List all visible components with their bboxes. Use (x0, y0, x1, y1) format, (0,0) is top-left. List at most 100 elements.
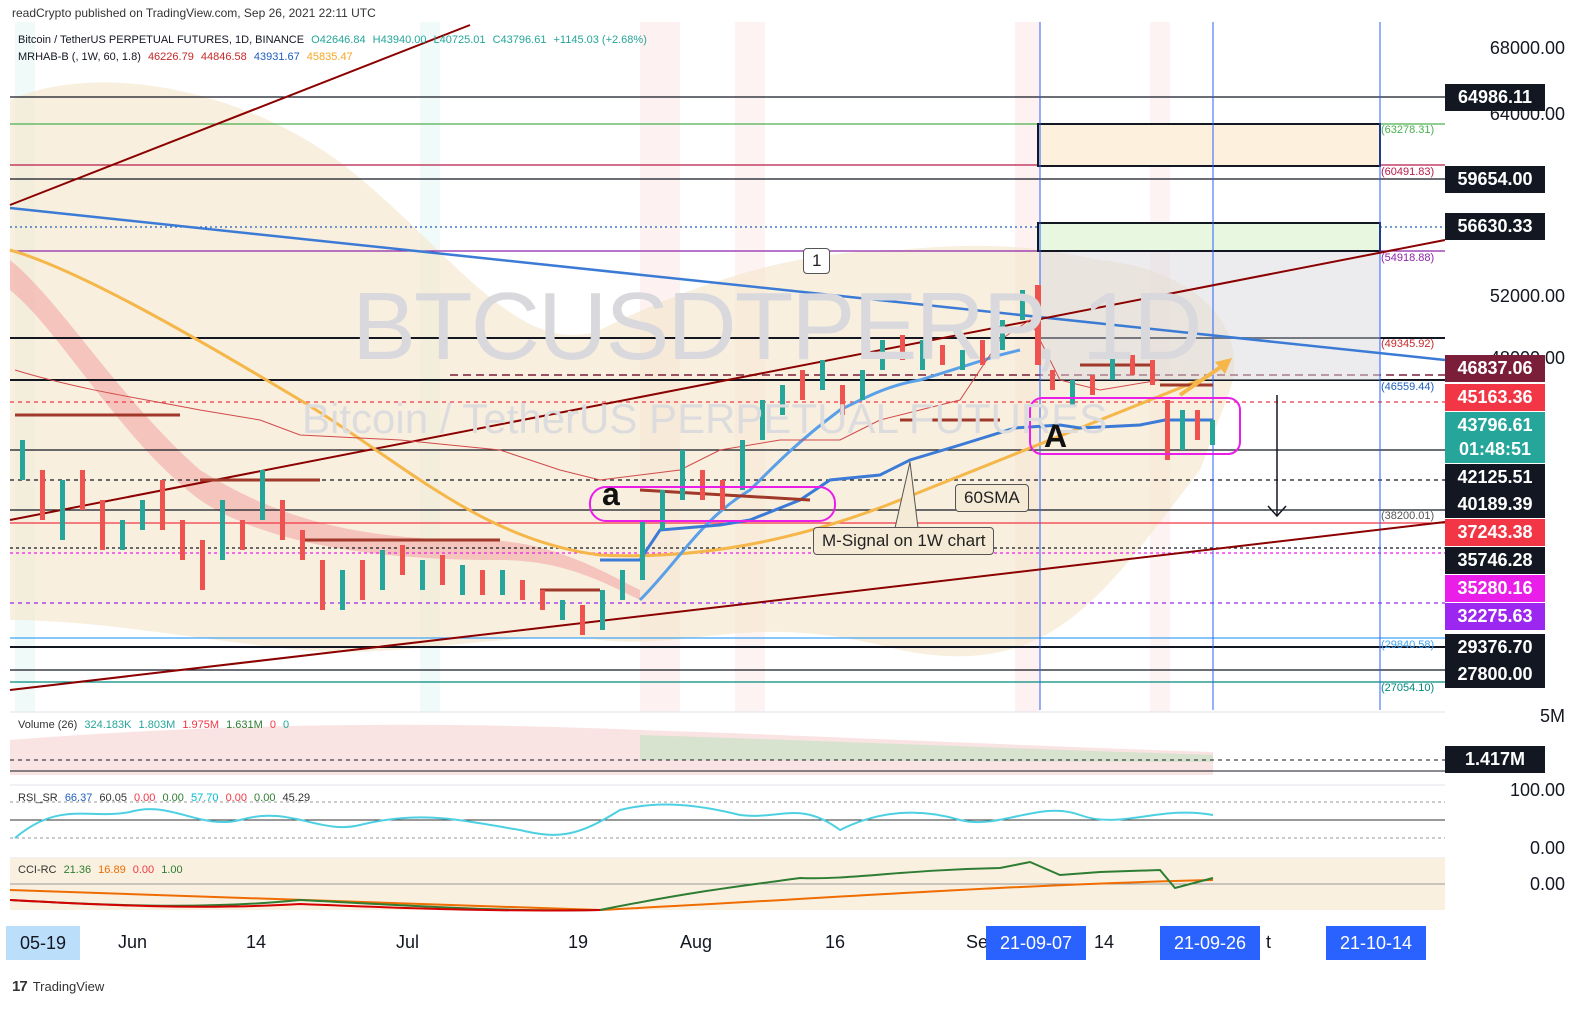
highlight-a (589, 486, 836, 522)
trendline-rising-red (9, 239, 1446, 521)
price-tick: 52000.00 (1489, 286, 1565, 306)
rsi-v6: 0.00 (225, 792, 247, 804)
volume-v5: 0 (269, 719, 276, 731)
change-value: +1145.03 (+2.68%) (553, 34, 647, 46)
time-label: Se (966, 932, 989, 952)
volume-v3: 1.975M (182, 719, 220, 731)
indicator-v2: 44846.58 (200, 51, 247, 63)
time-highlight: 21-10-14 (1326, 926, 1427, 960)
trendline-upper-red (9, 24, 471, 206)
callout-1: 1 (803, 248, 831, 274)
brand-name: TradingView (32, 979, 105, 994)
level-label: (46559.44) (1381, 381, 1435, 393)
trendline-bottom-red (9, 521, 1446, 691)
symbol-name[interactable]: Bitcoin / TetherUS PERPETUAL FUTURES, 1D… (18, 34, 305, 46)
volume-pane (10, 724, 1445, 775)
price-badge: 29376.70 (1445, 634, 1545, 661)
target-box-lower (1037, 222, 1381, 252)
rsi-pane (10, 800, 1445, 850)
volume-axis-tick: 5M (1539, 706, 1565, 726)
footer-brand[interactable]: 17 TradingView (12, 978, 104, 995)
cci-legend: CCI-RC 21.36 16.89 0.00 1.00 (18, 864, 187, 876)
volume-badge: 1.417M (1445, 746, 1545, 773)
red-band (10, 260, 640, 600)
sma-note: 60SMA (955, 484, 1029, 512)
level-label: (29840.58) (1381, 639, 1435, 651)
cci-v4: 1.00 (161, 864, 183, 876)
price-tick: 68000.00 (1489, 38, 1565, 58)
indicator-v3: 43931.67 (253, 51, 300, 63)
cci-v2: 16.89 (98, 864, 126, 876)
grey-zone (1040, 252, 1380, 380)
candlestick-series (20, 285, 1215, 635)
price-badge: 59654.00 (1445, 166, 1545, 193)
level-label: (60491.83) (1381, 166, 1435, 178)
time-label: Jul (396, 932, 420, 952)
label-A: A (1044, 418, 1068, 454)
price-badge: 27800.00 (1445, 661, 1545, 688)
blue-signal-line (638, 348, 1021, 602)
rsi-v7: 0.00 (254, 792, 276, 804)
time-highlight: 21-09-07 (986, 926, 1087, 960)
price-badge: 32275.63 (1445, 603, 1545, 630)
price-badge: 45163.36 (1445, 384, 1545, 411)
cci-axis-tick: 0.00 (1529, 874, 1565, 894)
last-price-badge: 43796.61 (1445, 412, 1545, 439)
volume-v6: 0 (283, 719, 290, 731)
price-badge: 56630.33 (1445, 213, 1545, 240)
price-badge: 35746.28 (1445, 547, 1545, 574)
time-label: Jun (118, 932, 148, 952)
rsi-v8: 45.29 (282, 792, 311, 804)
highlight-A (1029, 397, 1241, 455)
open-value: O42646.84 (311, 34, 366, 46)
rsi-legend-name[interactable]: RSI_SR (18, 792, 58, 804)
price-badge: 64986.11 (1445, 84, 1545, 111)
rsi-v3: 0.00 (134, 792, 156, 804)
time-label: Aug (680, 932, 713, 952)
price-badge: 35280.16 (1445, 575, 1545, 602)
indicator-name[interactable]: MRHAB-B (, 1W, 60, 1.8) (18, 51, 141, 63)
price-badge: 40189.39 (1445, 491, 1545, 518)
rsi-v5: 57.70 (190, 792, 219, 804)
cci-v3: 0.00 (132, 864, 155, 876)
sma60-line (9, 248, 1201, 558)
thin-red-line (14, 319, 1161, 481)
time-highlight-start: 05-19 (6, 926, 81, 960)
symbol-legend: Bitcoin / TetherUS PERPETUAL FUTURES, 1D… (18, 34, 651, 46)
price-badge: 42125.51 (1445, 464, 1545, 491)
volume-legend-name[interactable]: Volume (26) (18, 719, 78, 731)
level-label: (27054.10) (1381, 682, 1435, 694)
watermark-symbol: BTCUSDTPERP, 1D (352, 273, 1202, 380)
rsi-axis-bottom: 0.00 (1529, 838, 1565, 858)
indicator-v1: 46226.79 (147, 51, 194, 63)
price-badge: 37243.38 (1445, 519, 1545, 546)
tradingview-logo-icon: 17 (12, 978, 28, 995)
cci-legend-name[interactable]: CCI-RC (18, 864, 57, 876)
time-label: 16 (825, 932, 846, 952)
price-badge: 46837.06 (1445, 355, 1545, 382)
countdown-badge: 01:48:51 (1445, 436, 1545, 463)
time-label: 19 (568, 932, 589, 952)
volume-v4: 1.631M (226, 719, 263, 731)
time-highlight: 21-09-26 (1160, 926, 1261, 960)
volume-v2: 1.803M (138, 719, 176, 731)
level-label: (49345.92) (1381, 338, 1435, 350)
trendline-blue (9, 206, 1446, 362)
indicator-v4: 45835.47 (306, 51, 353, 63)
level-label: (54918.88) (1381, 252, 1435, 264)
high-value: H43940.00 (372, 34, 427, 46)
time-label: t (1266, 932, 1272, 952)
rsi-axis-top: 100.00 (1509, 780, 1565, 800)
watermark-name: Bitcoin / TetherUS PERPETUAL FUTURES (302, 395, 1108, 442)
time-label: 14 (246, 932, 267, 952)
level-label: (38200.01) (1381, 510, 1435, 522)
msignal-note: M-Signal on 1W chart (813, 527, 995, 555)
level-label: (63278.31) (1381, 124, 1435, 136)
rsi-v2: 60.05 (99, 792, 127, 804)
blue-step-line (600, 418, 1213, 562)
label-a: a (602, 476, 620, 512)
low-value: L40725.01 (433, 34, 486, 46)
time-label: 14 (1094, 932, 1115, 952)
close-value: C43796.61 (492, 34, 547, 46)
